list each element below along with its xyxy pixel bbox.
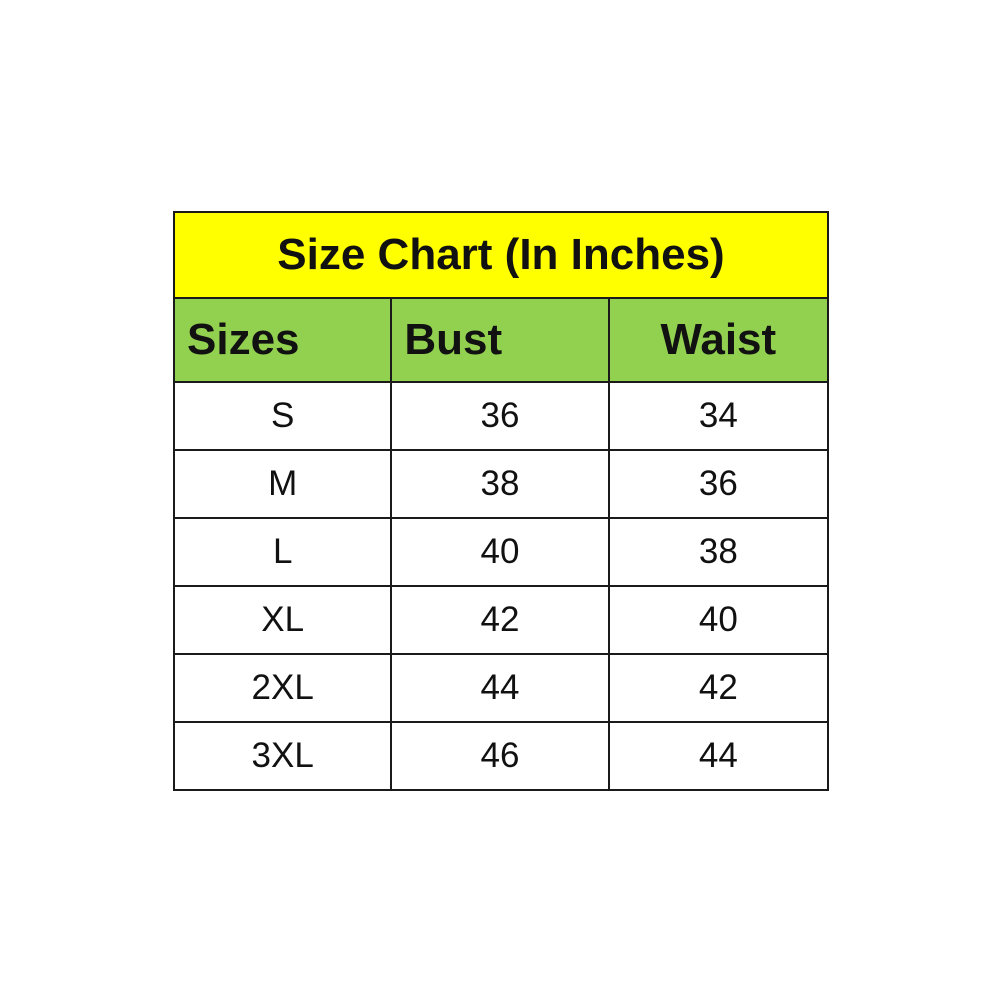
size-cell: L [172,517,393,587]
waist-cell: 36 [607,449,830,519]
table-row: L 40 38 [172,517,830,587]
table-row: 2XL 44 42 [172,653,830,723]
size-cell: 3XL [172,721,393,791]
size-cell: M [172,449,393,519]
bust-cell: 42 [390,585,610,655]
bust-cell: 40 [390,517,610,587]
size-cell: XL [172,585,393,655]
bust-cell: 36 [390,381,610,451]
table-row: S 36 34 [172,381,830,451]
size-chart-table: Size Chart (In Inches) Sizes Bust Waist … [172,211,830,791]
header-sizes: Sizes [172,297,393,383]
title-row: Size Chart (In Inches) [173,211,829,299]
header-row: Sizes Bust Waist [172,297,830,383]
header-bust: Bust [390,297,610,383]
waist-cell: 38 [607,517,830,587]
table-title: Size Chart (In Inches) [173,211,829,299]
waist-cell: 34 [607,381,830,451]
bust-cell: 44 [390,653,610,723]
size-cell: S [172,381,393,451]
header-waist: Waist [607,297,830,383]
waist-cell: 40 [607,585,830,655]
waist-cell: 44 [607,721,830,791]
waist-cell: 42 [607,653,830,723]
size-cell: 2XL [172,653,393,723]
table-row: XL 42 40 [172,585,830,655]
table-row: M 38 36 [172,449,830,519]
bust-cell: 38 [390,449,610,519]
bust-cell: 46 [390,721,610,791]
table-row: 3XL 46 44 [172,721,830,791]
